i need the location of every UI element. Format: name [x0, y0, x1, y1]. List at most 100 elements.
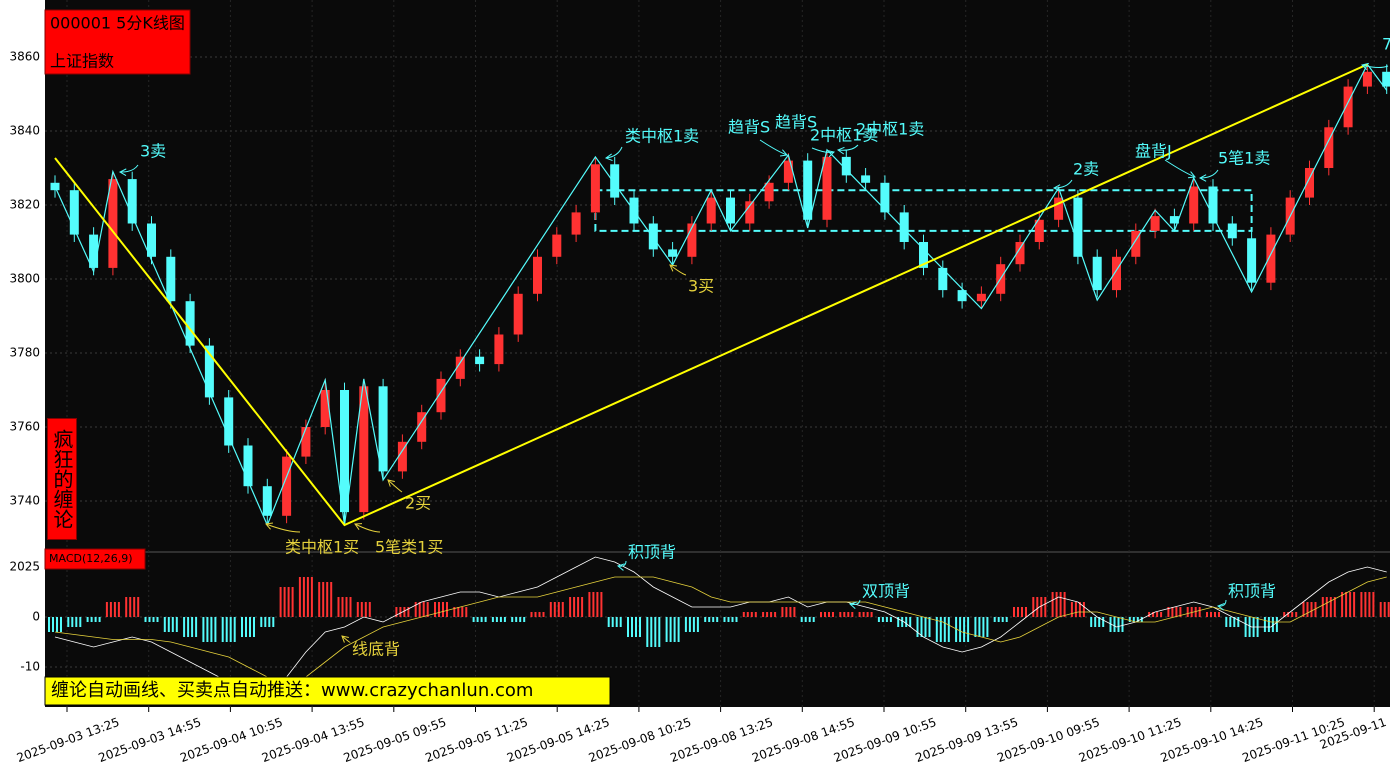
annotation-arrow: [849, 599, 861, 605]
y-tick-label: 3840: [9, 123, 40, 137]
candle-body: [494, 334, 504, 365]
candle-body: [320, 390, 330, 428]
annotation: 线底背: [352, 640, 400, 659]
candle-body: [1266, 234, 1276, 283]
candle-body: [455, 356, 465, 379]
candle-body: [552, 234, 562, 257]
candle-body: [89, 234, 99, 268]
annotation: 类中枢1买: [285, 538, 359, 557]
candle-body: [436, 378, 446, 413]
candle-body: [1324, 127, 1334, 168]
candle-body: [147, 223, 156, 257]
candle-body: [668, 249, 678, 257]
candle-body: [1131, 230, 1141, 257]
candle-body: [475, 356, 485, 365]
annotation-arrowhead: [341, 635, 349, 643]
candle-body: [726, 197, 735, 224]
annotation-arrowhead: [616, 563, 625, 571]
y-tick-label: 3740: [9, 494, 40, 508]
plot-background: [45, 0, 1390, 707]
macd-label-box: [44, 548, 146, 570]
candle-body: [976, 293, 986, 302]
footer-banner-box: [44, 676, 611, 706]
candle-body: [841, 156, 851, 176]
chart-title: 000001 5分K线图: [50, 14, 185, 33]
y-tick-label: 2025: [9, 560, 40, 574]
candle-body: [262, 486, 272, 516]
candle-body: [69, 190, 79, 235]
candle-body: [1305, 167, 1314, 198]
candle-body: [301, 427, 311, 457]
candle-body: [571, 212, 581, 235]
candle-body: [610, 164, 620, 198]
annotation-arrowhead: [1198, 174, 1207, 182]
y-tick-label: 3820: [9, 197, 40, 211]
annotation-arrowhead: [1187, 171, 1196, 179]
annotation-arrowhead: [1360, 62, 1369, 71]
annotation-arrowhead: [780, 149, 788, 157]
candle-body: [1343, 86, 1353, 128]
side-label: 疯狂的缠论: [47, 418, 77, 540]
candle-body: [359, 386, 369, 513]
y-tick-label: -10: [20, 660, 40, 674]
annotation-arrow: [341, 635, 351, 643]
candle-body: [938, 267, 948, 291]
candle-body: [687, 223, 697, 257]
annotation-arrowhead: [387, 479, 395, 487]
annotation: 盘背J: [1135, 142, 1172, 161]
annotation-arrow: [605, 146, 623, 159]
candle-body: [378, 386, 388, 472]
annotation-arrowhead: [354, 523, 363, 530]
segment-line: [54, 63, 1368, 527]
y-tick-label: 3780: [9, 345, 40, 359]
annotation: 5笔类1买: [375, 538, 443, 557]
annotation: 5笔1卖: [1218, 149, 1270, 168]
annotation-arrowhead: [604, 153, 613, 162]
candle-body: [1150, 216, 1160, 231]
candle-body: [919, 241, 928, 268]
annotation-arrowhead: [848, 601, 857, 609]
annotation-arrow: [1164, 159, 1196, 178]
candle-body: [957, 290, 967, 302]
annotation-arrow: [837, 144, 859, 151]
annotation: 类中枢1卖: [625, 127, 699, 146]
annotation: 积顶背: [628, 543, 676, 562]
zhongshu-box: [594, 189, 1253, 232]
candle-body: [861, 175, 871, 183]
candle-body: [880, 182, 890, 213]
annotation: 3卖: [140, 142, 166, 161]
annotation-arrowhead: [669, 264, 677, 272]
candle-body: [204, 345, 214, 398]
candle-body: [648, 223, 658, 250]
annotation: 2中枢1卖: [810, 126, 878, 145]
annotation-arrow: [617, 560, 627, 567]
candle-body: [822, 156, 832, 220]
candle-body: [1362, 71, 1372, 87]
candle-body: [1247, 238, 1257, 283]
annotation-arrowhead: [827, 149, 836, 158]
candle-body: [1169, 216, 1179, 224]
candle-body: [224, 397, 234, 446]
candle-body: [1227, 223, 1237, 239]
candle-body: [706, 197, 716, 224]
annotation-arrow: [387, 479, 403, 493]
candle-body: [1112, 256, 1121, 291]
annotation-arrow: [1217, 599, 1227, 607]
annotation-arrow: [265, 523, 301, 533]
annotation: 2买: [405, 494, 431, 513]
annotation-arrow: [669, 264, 687, 276]
annotation-arrowhead: [118, 168, 127, 177]
candle-body: [1054, 197, 1064, 220]
annotation-arrow: [811, 147, 835, 153]
annotation-arrowhead: [1052, 184, 1061, 192]
candle-body: [340, 390, 349, 513]
candle-body: [417, 412, 427, 442]
y-tick-label: 3760: [9, 420, 40, 434]
annotation-arrow: [119, 164, 139, 173]
title-box: [44, 9, 191, 75]
candle-body: [1092, 256, 1102, 291]
candle-body: [397, 441, 407, 472]
